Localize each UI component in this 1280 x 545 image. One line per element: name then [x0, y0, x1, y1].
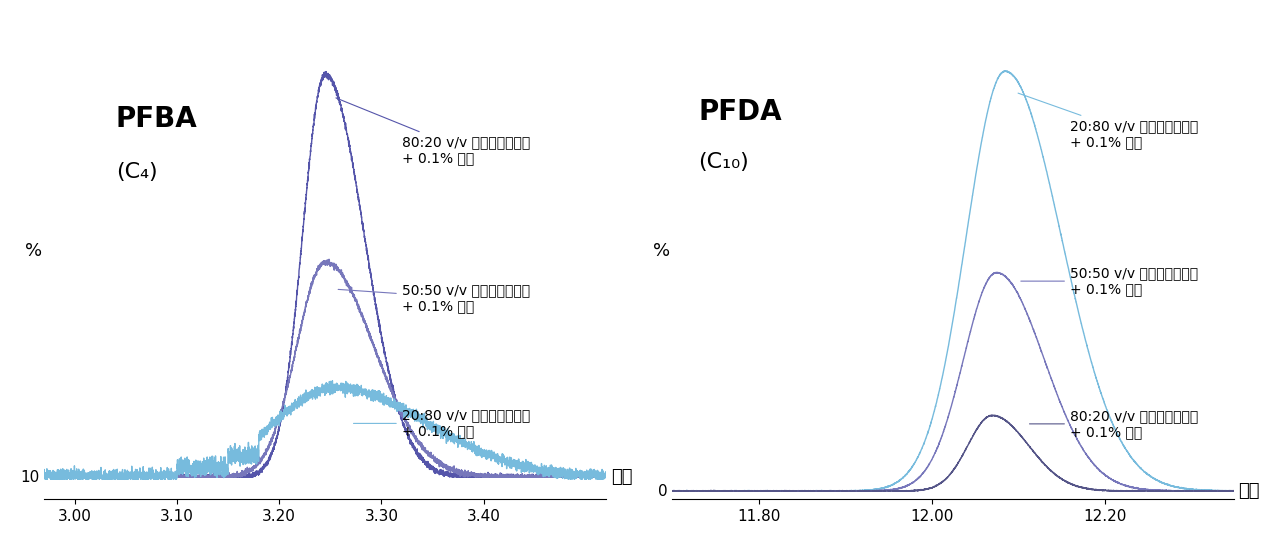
Text: 80:20 v/v 水：メタノール
+ 0.1% ギ酸: 80:20 v/v 水：メタノール + 0.1% ギ酸	[1029, 409, 1198, 439]
Y-axis label: %: %	[24, 242, 42, 260]
Text: PFDA: PFDA	[698, 98, 782, 126]
Text: 10: 10	[19, 470, 40, 485]
Text: 0: 0	[658, 483, 668, 499]
Text: 20:80 v/v 水：メタノール
+ 0.1% ギ酸: 20:80 v/v 水：メタノール + 0.1% ギ酸	[353, 408, 530, 439]
Text: PFBA: PFBA	[115, 105, 197, 132]
Y-axis label: %: %	[653, 242, 669, 260]
Text: 50:50 v/v 水：メタノール
+ 0.1% ギ酸: 50:50 v/v 水：メタノール + 0.1% ギ酸	[1021, 266, 1198, 296]
Text: 時間: 時間	[1239, 482, 1260, 500]
Text: (C₄): (C₄)	[115, 162, 157, 182]
Text: 時間: 時間	[612, 468, 632, 486]
Text: (C₁₀): (C₁₀)	[698, 152, 749, 172]
Text: 20:80 v/v 水：メタノール
+ 0.1% ギ酸: 20:80 v/v 水：メタノール + 0.1% ギ酸	[1018, 93, 1198, 149]
Text: 50:50 v/v 水：メタノール
+ 0.1% ギ酸: 50:50 v/v 水：メタノール + 0.1% ギ酸	[338, 283, 530, 313]
Text: 80:20 v/v 水：メタノール
+ 0.1% ギ酸: 80:20 v/v 水：メタノール + 0.1% ギ酸	[335, 98, 530, 166]
